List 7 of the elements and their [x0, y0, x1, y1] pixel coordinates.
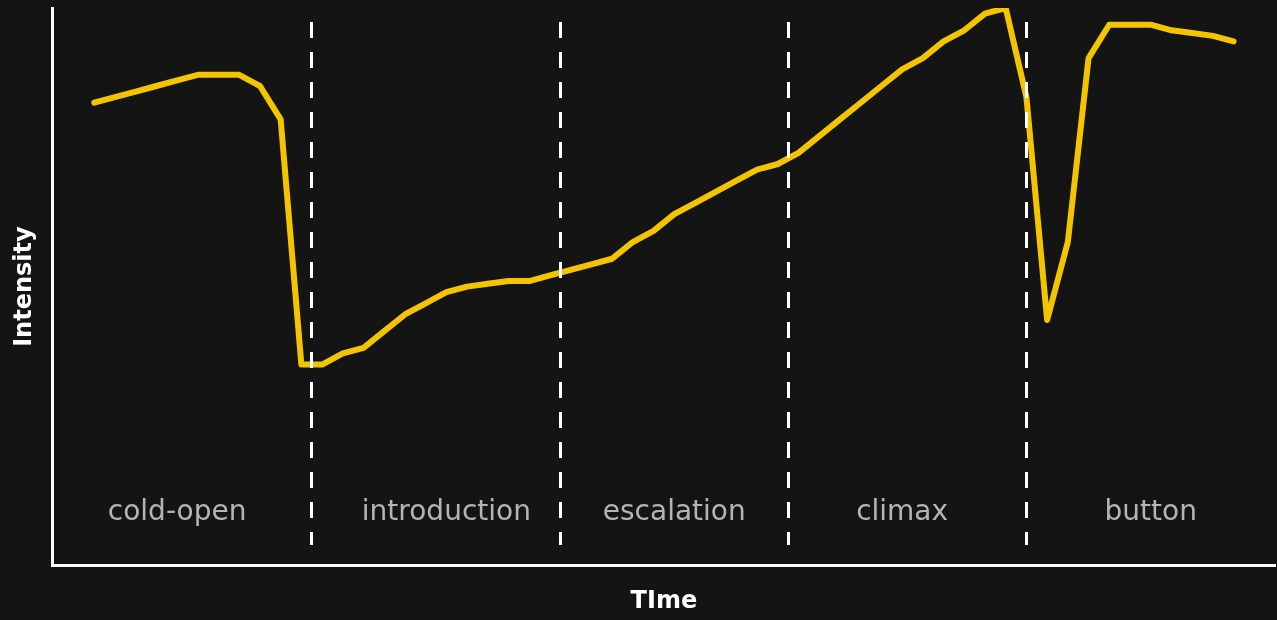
- x-tick-label: climax: [856, 494, 949, 528]
- x-tick-label: button: [1104, 494, 1197, 528]
- x-axis-title: TIme: [630, 585, 698, 614]
- x-tick-label: escalation: [602, 494, 746, 528]
- x-tick-label: introduction: [361, 494, 531, 528]
- x-tick-label: cold-open: [107, 494, 247, 528]
- y-axis-title: Intensity: [8, 226, 37, 347]
